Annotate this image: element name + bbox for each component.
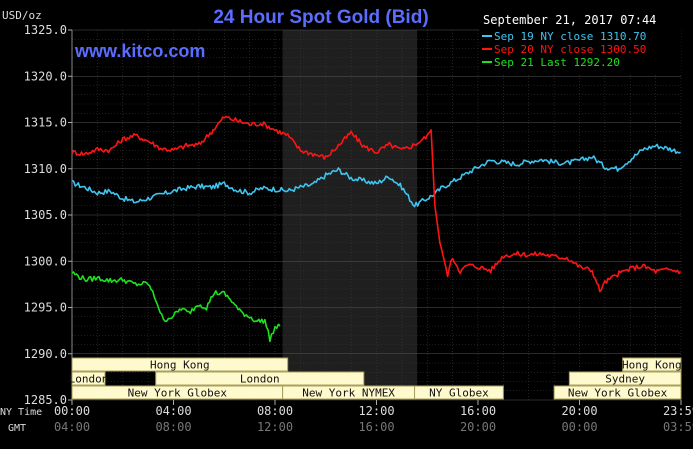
- x-tick-label-ny: 08:00: [257, 404, 293, 418]
- x-tick-label-gmt: 12:00: [257, 420, 293, 434]
- y-tick-label: 1310.0: [24, 162, 67, 176]
- chart-title: 24 Hour Spot Gold (Bid): [213, 7, 428, 28]
- y-tick-label: 1295.0: [24, 301, 67, 315]
- y-tick-label: 1325.0: [24, 23, 67, 37]
- watermark-url: www.kitco.com: [74, 41, 205, 61]
- legend-box: [479, 27, 681, 73]
- x-tick-label-gmt: 04:00: [54, 420, 90, 434]
- x-tick-label-ny: 12:00: [358, 404, 394, 418]
- legend-entry: Sep 20 NY close 1300.50: [494, 43, 646, 56]
- market-session-bar: [568, 371, 682, 386]
- market-session-bar: [622, 357, 682, 372]
- y-tick-label: 1285.0: [24, 393, 67, 407]
- market-session-label: London: [69, 373, 109, 386]
- x-tick-label-gmt: 03:59: [663, 420, 693, 434]
- y-axis-unit-label: USD/oz: [2, 9, 42, 22]
- legend-entry: Sep 19 NY close 1310.70: [494, 30, 646, 43]
- x-axis-label-ny: NY Time: [0, 407, 42, 418]
- market-session-bar: [71, 371, 106, 386]
- x-tick-label-ny: 00:00: [54, 404, 90, 418]
- market-session-bar: [155, 371, 365, 386]
- x-tick-label-ny: 20:00: [561, 404, 597, 418]
- series-line-2: [71, 271, 281, 343]
- legend-entry: Sep 21 Last 1292.20: [494, 56, 620, 69]
- market-session-bar: [414, 385, 504, 400]
- series-line-1: [71, 115, 682, 293]
- market-session-label: NY Globex: [429, 387, 489, 400]
- market-session-label: Hong Kong: [622, 359, 682, 372]
- x-tick-label-gmt: 00:00: [561, 420, 597, 434]
- series-line-0: [71, 143, 681, 208]
- market-session-label: New York Globex: [568, 387, 668, 400]
- x-tick-label-ny: 04:00: [155, 404, 191, 418]
- x-tick-label-ny: 23:59: [663, 404, 693, 418]
- date-stamp: September 21, 2017 07:44: [483, 13, 656, 27]
- market-session-bar: [553, 385, 682, 400]
- y-tick-label: 1315.0: [24, 116, 67, 130]
- x-tick-label-gmt: 16:00: [358, 420, 394, 434]
- market-session-label: London: [240, 373, 280, 386]
- x-axis-label-gmt: GMT: [8, 423, 26, 434]
- y-tick-label: 1290.0: [24, 347, 67, 361]
- market-session-label: Hong Kong: [150, 359, 210, 372]
- market-session-label: New York Globex: [128, 387, 228, 400]
- x-tick-label-gmt: 08:00: [155, 420, 191, 434]
- market-session-label: Sydney: [605, 373, 645, 386]
- y-tick-label: 1305.0: [24, 208, 67, 222]
- y-tick-label: 1300.0: [24, 254, 67, 268]
- market-session-bar: [71, 357, 289, 372]
- y-tick-label: 1320.0: [24, 69, 67, 83]
- market-session-label: New York NYMEX: [302, 387, 395, 400]
- x-tick-label-gmt: 20:00: [460, 420, 496, 434]
- x-tick-label-ny: 16:00: [460, 404, 496, 418]
